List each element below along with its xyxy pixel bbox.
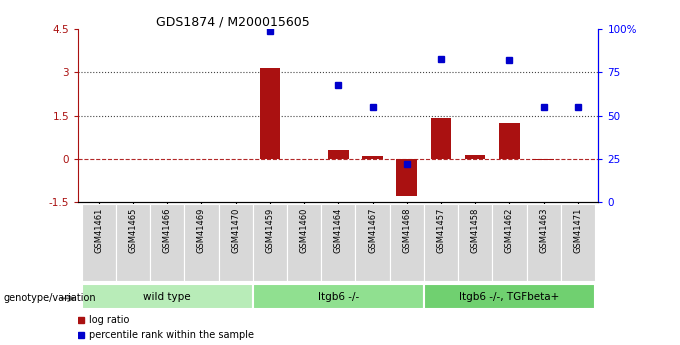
FancyBboxPatch shape [116, 204, 150, 281]
FancyBboxPatch shape [218, 204, 253, 281]
Text: GSM41459: GSM41459 [265, 207, 274, 253]
FancyBboxPatch shape [287, 204, 321, 281]
Text: GSM41461: GSM41461 [95, 207, 103, 253]
Bar [499, 123, 520, 159]
Text: GSM41465: GSM41465 [129, 207, 137, 253]
FancyBboxPatch shape [458, 204, 492, 281]
Bar [328, 150, 349, 159]
FancyBboxPatch shape [82, 204, 116, 281]
Text: genotype/variation: genotype/variation [3, 294, 96, 303]
Text: percentile rank within the sample: percentile rank within the sample [88, 331, 254, 340]
Text: GDS1874 / M200015605: GDS1874 / M200015605 [156, 15, 310, 28]
FancyBboxPatch shape [150, 204, 184, 281]
Text: GSM41464: GSM41464 [334, 207, 343, 253]
Text: GSM41467: GSM41467 [368, 207, 377, 253]
FancyBboxPatch shape [561, 204, 595, 281]
Text: GSM41462: GSM41462 [505, 207, 514, 253]
Text: GSM41466: GSM41466 [163, 207, 171, 253]
FancyBboxPatch shape [424, 204, 458, 281]
Text: GSM41471: GSM41471 [573, 207, 582, 253]
Bar [260, 68, 280, 159]
FancyBboxPatch shape [321, 204, 356, 281]
FancyBboxPatch shape [356, 204, 390, 281]
FancyBboxPatch shape [492, 204, 526, 281]
FancyBboxPatch shape [390, 204, 424, 281]
Text: Itgb6 -/-: Itgb6 -/- [318, 292, 359, 302]
FancyBboxPatch shape [253, 204, 287, 281]
Bar [533, 159, 554, 160]
FancyBboxPatch shape [424, 284, 595, 309]
Bar [396, 159, 417, 196]
Text: GSM41469: GSM41469 [197, 207, 206, 253]
FancyBboxPatch shape [253, 284, 424, 309]
Bar [465, 155, 486, 159]
Text: GSM41463: GSM41463 [539, 207, 548, 253]
Bar [430, 118, 452, 159]
Text: GSM41458: GSM41458 [471, 207, 479, 253]
Text: log ratio: log ratio [88, 315, 129, 325]
Text: GSM41468: GSM41468 [403, 207, 411, 253]
FancyBboxPatch shape [184, 204, 218, 281]
Text: Itgb6 -/-, TGFbeta+: Itgb6 -/-, TGFbeta+ [459, 292, 560, 302]
Text: GSM41457: GSM41457 [437, 207, 445, 253]
Text: GSM41470: GSM41470 [231, 207, 240, 253]
FancyBboxPatch shape [82, 284, 253, 309]
Text: wild type: wild type [143, 292, 191, 302]
Text: GSM41460: GSM41460 [300, 207, 309, 253]
Bar [362, 156, 383, 159]
FancyBboxPatch shape [526, 204, 561, 281]
